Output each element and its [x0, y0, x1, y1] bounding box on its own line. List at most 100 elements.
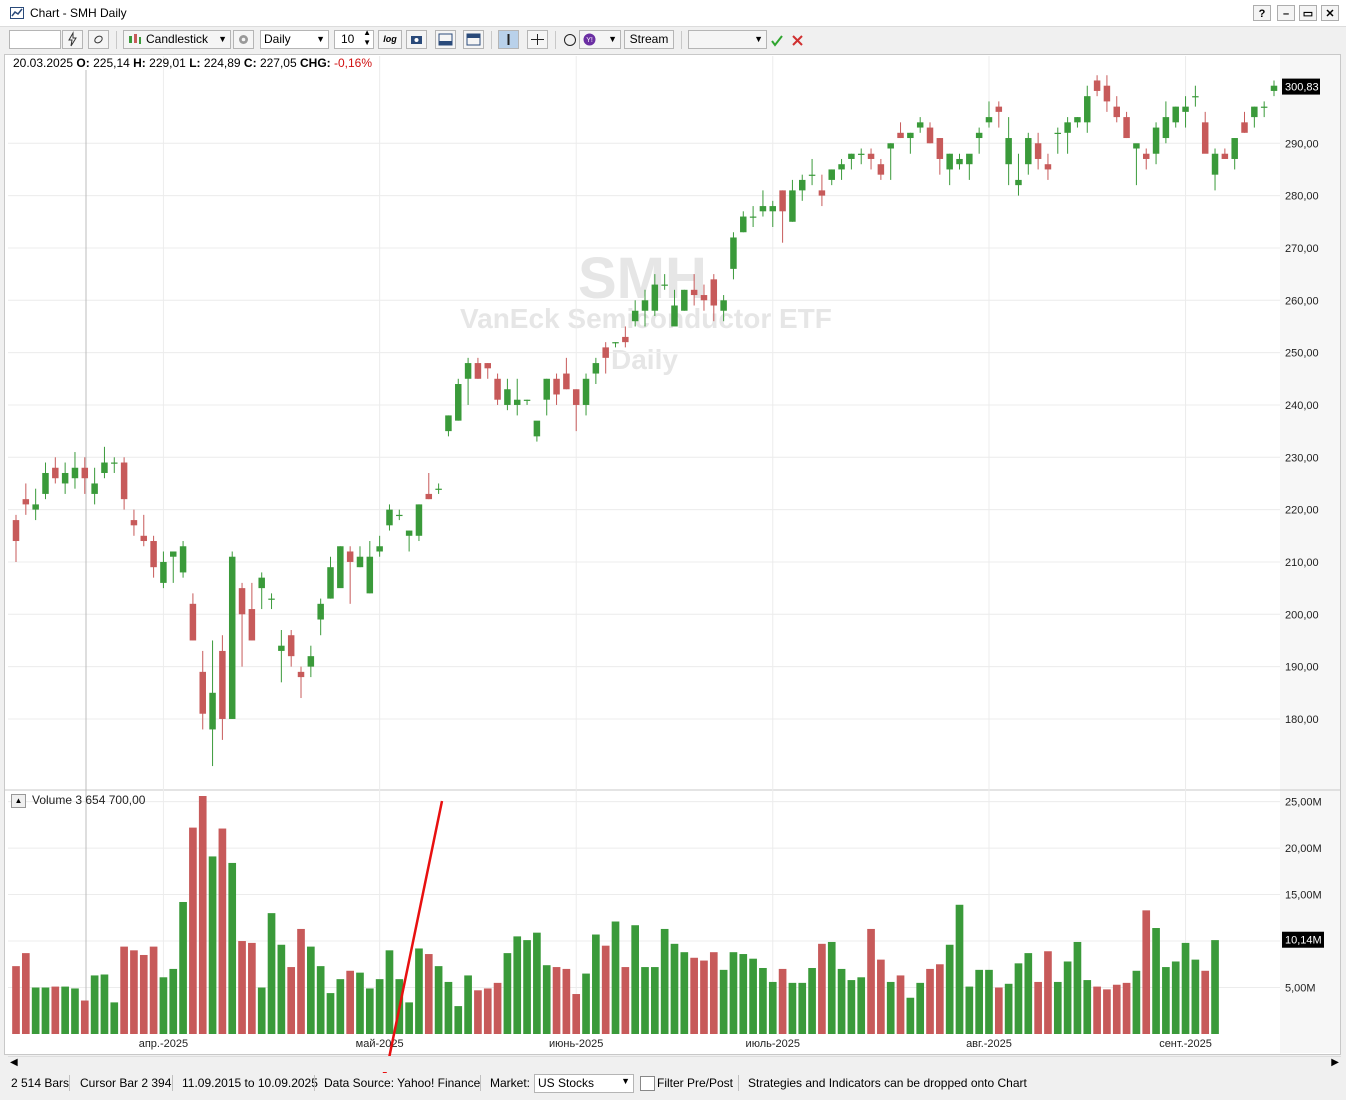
horizontal-scrollbar[interactable]: ◀ ▶	[8, 1056, 1341, 1072]
candle-body	[523, 399, 531, 401]
volume-bar	[139, 954, 148, 1034]
candle-body	[975, 132, 983, 139]
ohlc-high-label: H:	[133, 56, 146, 70]
date-tick-label: июнь-2025	[549, 1038, 603, 1050]
candle-body	[415, 504, 423, 536]
candle-body	[1084, 96, 1091, 123]
window-title: Chart - SMH Daily	[30, 6, 127, 20]
circle-icon[interactable]	[563, 33, 577, 47]
maximize-button[interactable]: ▭	[1299, 5, 1317, 21]
candle-body	[759, 206, 767, 212]
stream-button[interactable]: Stream	[624, 30, 674, 49]
candle-body	[671, 305, 678, 327]
panel-bottom-icon[interactable]	[435, 30, 456, 49]
link-icon[interactable]	[88, 30, 109, 49]
volume-pane-label: Volume 3 654 700,00	[32, 793, 146, 807]
candle-body	[1005, 138, 1012, 165]
volume-bar	[346, 970, 354, 1034]
volume-bar	[257, 987, 266, 1034]
candle-body	[228, 556, 236, 719]
symbol-input[interactable]	[9, 30, 61, 49]
candle-body	[543, 378, 550, 400]
candle-body	[553, 378, 560, 395]
candle-body	[130, 520, 138, 526]
volume-bar	[51, 986, 60, 1034]
scroll-left-icon[interactable]: ◀	[10, 1057, 18, 1068]
volume-bar	[611, 921, 620, 1034]
help-button[interactable]: ?	[1253, 5, 1271, 21]
gear-icon[interactable]	[233, 30, 254, 49]
current-volume-label: 10,14M	[1285, 935, 1322, 947]
ohlc-change: -0,16%	[334, 56, 373, 70]
candle-body	[1034, 143, 1042, 159]
candle-body	[12, 520, 20, 542]
log-scale-button[interactable]: log	[378, 30, 402, 49]
candle-body	[179, 546, 187, 573]
price-tick-label: 290,00	[1285, 138, 1319, 150]
collapse-pane-icon[interactable]: ▲	[11, 794, 26, 808]
market-select[interactable]: US Stocks ▼	[534, 1074, 634, 1093]
price-tick-label: 180,00	[1285, 714, 1319, 726]
candle-body	[582, 378, 590, 405]
candle-body	[730, 237, 737, 269]
volume-bar	[1063, 961, 1072, 1034]
candle-body	[346, 551, 354, 562]
volume-bar	[316, 966, 325, 1034]
volume-bar	[1093, 986, 1101, 1034]
candle-body	[1015, 179, 1022, 186]
status-bar: 2 514 Bars Cursor Bar 2 394 11.09.2015 t…	[4, 1073, 1341, 1094]
minimize-button[interactable]: –	[1277, 5, 1295, 21]
volume-bar	[307, 946, 315, 1034]
cursor-line-icon[interactable]	[498, 30, 519, 49]
camera-icon[interactable]	[406, 30, 427, 49]
check-icon[interactable]	[770, 34, 784, 47]
volume-bar	[700, 960, 708, 1034]
data-provider-select[interactable]: Y! ▼	[579, 30, 621, 49]
chevron-down-icon: ▼	[218, 34, 227, 44]
lightning-icon[interactable]	[62, 30, 83, 49]
candle-body	[848, 153, 855, 159]
candle-body	[140, 535, 148, 542]
strategy-select[interactable]: ▼	[688, 30, 767, 49]
volume-bar	[729, 952, 738, 1034]
interval-count-value: 10	[341, 32, 355, 46]
status-cursor-bar: Cursor Bar 2 394	[80, 1076, 172, 1090]
volume-bar	[149, 946, 158, 1034]
filter-prepost-checkbox[interactable]	[640, 1076, 655, 1091]
volume-bar	[690, 957, 698, 1034]
chart-toolbar: Candlestick ▼ Daily ▼ 10 ▲ ▼ log Y! ▼ Str…	[0, 27, 1346, 53]
candle-body	[1251, 106, 1258, 118]
chart-area[interactable]	[4, 54, 1341, 1055]
volume-bar	[1034, 981, 1042, 1034]
panel-top-icon[interactable]	[463, 30, 484, 49]
volume-bar	[120, 946, 128, 1034]
candle-body	[838, 164, 845, 170]
ohlc-readout: 20.03.2025 O: 225,14 H: 229,01 L: 224,89…	[13, 56, 372, 70]
annotation-arrow	[385, 800, 444, 1069]
volume-bar	[926, 968, 934, 1034]
volume-bar	[886, 981, 895, 1034]
interval-count-stepper[interactable]: 10 ▲ ▼	[334, 28, 374, 49]
volume-bar	[464, 975, 472, 1034]
volume-bar	[994, 987, 1003, 1034]
candle-body	[32, 504, 39, 510]
candle-body	[504, 389, 511, 405]
volume-bar	[238, 941, 246, 1034]
candle-body	[690, 289, 698, 296]
interval-select[interactable]: Daily ▼	[260, 30, 329, 49]
date-tick-label: сент.-2025	[1159, 1038, 1212, 1050]
candle-body	[1064, 122, 1071, 133]
chart-style-select[interactable]: Candlestick ▼	[123, 30, 231, 49]
candle-body	[907, 132, 914, 139]
volume-bar	[1103, 989, 1111, 1034]
scroll-right-icon[interactable]: ▶	[1331, 1057, 1339, 1068]
candle-body	[81, 467, 89, 479]
crosshair-icon[interactable]	[527, 30, 548, 49]
close-button[interactable]: ✕	[1321, 5, 1339, 21]
candle-body	[877, 164, 885, 175]
market-value: US Stocks	[538, 1076, 595, 1090]
cancel-x-icon[interactable]	[791, 34, 804, 47]
price-tick-label: 200,00	[1285, 609, 1319, 621]
volume-bar	[169, 968, 178, 1034]
